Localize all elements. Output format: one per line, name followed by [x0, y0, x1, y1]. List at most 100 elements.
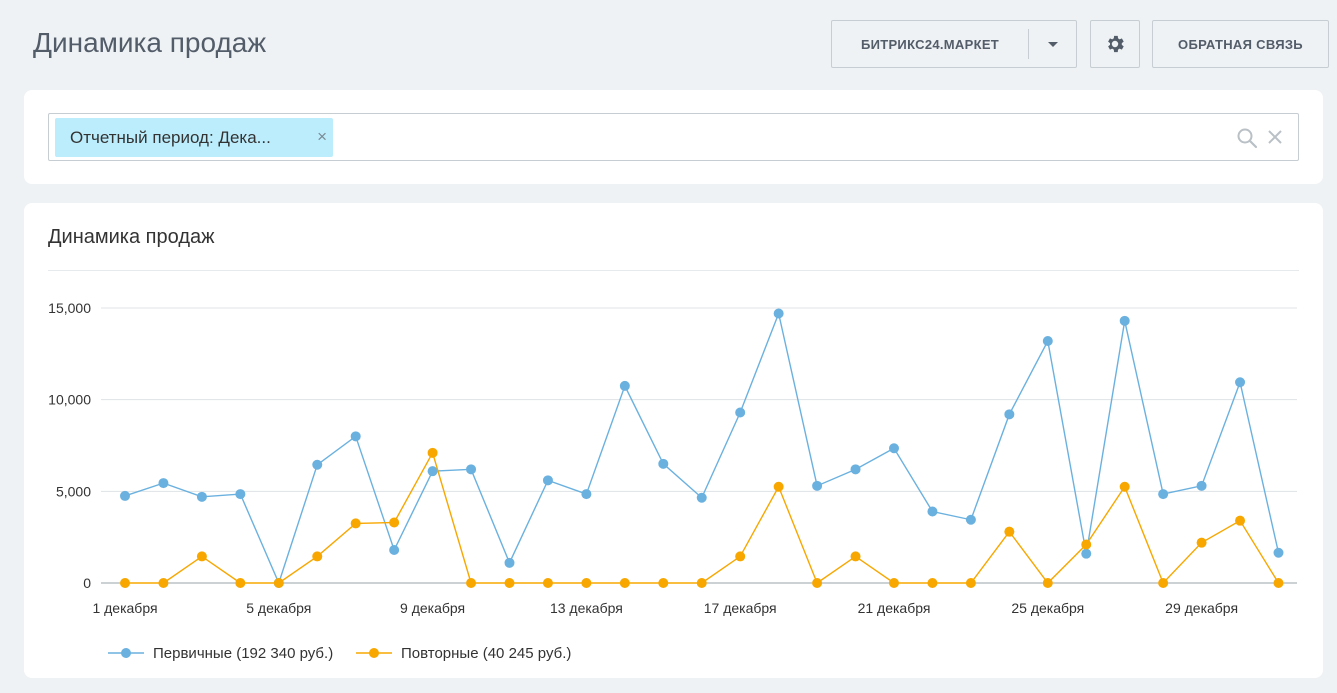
data-point	[1081, 548, 1092, 559]
data-point	[196, 551, 207, 562]
data-point	[389, 517, 400, 528]
data-point	[812, 480, 823, 491]
search-icon[interactable]	[1236, 127, 1258, 149]
data-point	[735, 407, 746, 418]
feedback-button[interactable]: ОБРАТНАЯ СВЯЗЬ	[1152, 20, 1329, 68]
data-point	[889, 578, 899, 588]
filter-chip-label: Отчетный период: Дека...	[70, 127, 271, 147]
data-point	[1119, 315, 1130, 326]
data-point	[658, 578, 669, 588]
data-point	[542, 475, 553, 486]
x-tick-label: 29 декабря	[1165, 600, 1238, 616]
filter-panel: Отчетный период: Дека... ×	[24, 90, 1323, 184]
data-point	[504, 557, 515, 568]
data-point	[273, 578, 284, 588]
data-point	[158, 578, 169, 588]
data-point	[965, 514, 976, 525]
data-point	[1235, 377, 1246, 388]
data-point	[1273, 578, 1284, 588]
data-point	[735, 551, 746, 562]
chip-remove-icon[interactable]: ×	[317, 127, 327, 146]
data-point	[1235, 515, 1246, 526]
legend-label-2: Повторные (40 245 руб.)	[401, 645, 571, 662]
data-point	[1081, 539, 1092, 550]
data-point	[466, 464, 477, 475]
data-point	[1042, 336, 1053, 346]
close-icon[interactable]	[1265, 127, 1285, 147]
data-point	[542, 578, 553, 588]
data-point	[581, 578, 592, 588]
data-point	[927, 506, 938, 517]
data-point	[965, 578, 976, 588]
data-point	[1004, 526, 1015, 537]
sales-line-chart: 0 5,000 10,000 15,000 1 декабря 5 декабря 9 де…	[48, 300, 1297, 662]
data-point	[850, 464, 861, 475]
data-point	[812, 578, 823, 588]
data-point	[696, 492, 707, 503]
data-point	[773, 308, 784, 319]
data-point	[773, 481, 784, 492]
chevron-down-icon	[1047, 41, 1058, 47]
y-tick-label: 0	[83, 575, 91, 591]
data-point	[466, 578, 477, 588]
market-button[interactable]: БИТРИКС24.МАРКЕТ	[831, 20, 1077, 68]
data-point	[1273, 547, 1284, 558]
data-point	[350, 518, 361, 529]
feedback-button-label[interactable]: ОБРАТНАЯ СВЯЗЬ	[1178, 36, 1303, 52]
data-point	[196, 491, 207, 502]
data-point	[312, 459, 323, 470]
data-point	[658, 458, 669, 469]
x-tick-label: 21 декабря	[858, 600, 931, 616]
legend-marker-2	[369, 648, 379, 658]
data-point	[1004, 409, 1015, 420]
button-separator	[1028, 29, 1029, 59]
series-line-1	[124, 311, 1280, 585]
market-button-label[interactable]: БИТРИКС24.МАРКЕТ	[860, 36, 1000, 52]
settings-button[interactable]	[1090, 20, 1140, 68]
data-point	[427, 447, 438, 458]
data-point	[389, 545, 400, 555]
x-tick-label: 17 декабря	[704, 600, 777, 616]
data-point	[120, 578, 130, 588]
chart-title: Динамика продаж	[48, 226, 215, 248]
y-tick-label: 10,000	[48, 392, 91, 408]
market-dropdown-toggle[interactable]	[1029, 21, 1076, 67]
x-tick-label: 9 декабря	[400, 600, 465, 616]
filter-chip-period[interactable]: Отчетный период: Дека... ×	[55, 118, 333, 157]
data-point	[927, 578, 938, 588]
data-point	[158, 478, 169, 489]
data-point	[350, 431, 361, 442]
legend-marker-1	[121, 648, 131, 658]
data-point	[1158, 489, 1169, 500]
gear-icon	[1108, 35, 1124, 53]
series-line-2	[125, 451, 1280, 585]
data-point	[1196, 537, 1207, 548]
data-point	[1196, 480, 1207, 491]
y-tick-label: 15,000	[48, 300, 91, 316]
data-point	[696, 578, 707, 588]
data-point	[504, 578, 515, 588]
data-point	[1119, 481, 1130, 492]
data-point	[1158, 578, 1169, 588]
data-point	[120, 490, 130, 501]
x-tick-label: 5 декабря	[246, 600, 311, 616]
data-point	[619, 380, 630, 391]
data-point	[850, 551, 861, 562]
page-title: Динамика продаж	[33, 27, 267, 58]
data-point	[235, 578, 246, 588]
x-tick-label: 1 декабря	[92, 600, 157, 616]
data-point	[889, 443, 899, 454]
data-point	[1042, 578, 1053, 588]
data-point	[619, 578, 630, 588]
chart-divider	[48, 270, 1299, 271]
filter-search-field[interactable]: Отчетный период: Дека... ×	[48, 113, 1299, 161]
data-point	[312, 551, 323, 562]
chart-panel: Динамика продаж 0 5,000 10,000 15,000 1 дека…	[24, 203, 1323, 678]
data-point	[235, 489, 246, 500]
data-point	[427, 466, 438, 477]
y-tick-label: 5,000	[56, 483, 91, 499]
data-point	[581, 489, 592, 500]
x-tick-label: 25 декабря	[1011, 600, 1084, 616]
legend-label-1: Первичные (192 340 руб.)	[153, 645, 333, 662]
x-tick-label: 13 декабря	[550, 600, 623, 616]
